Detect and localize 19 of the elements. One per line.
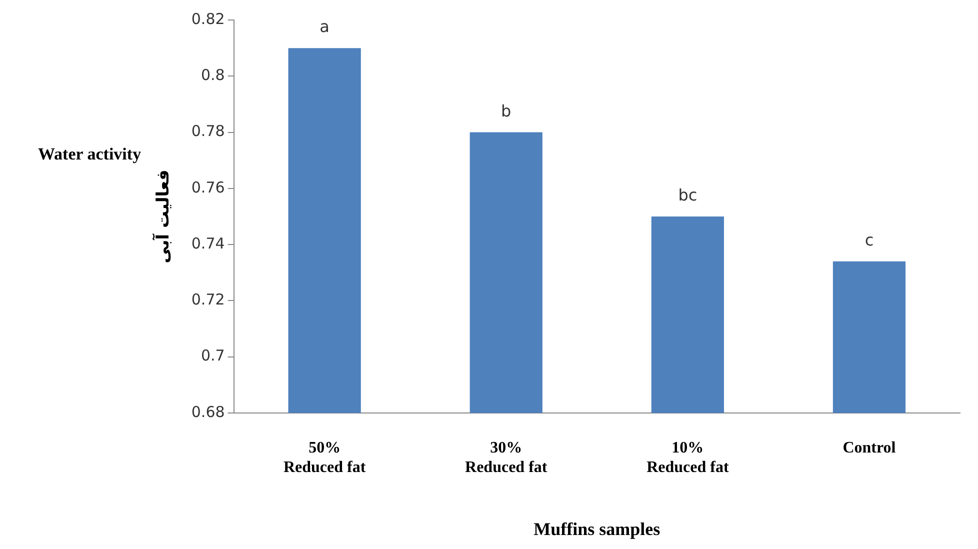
y-tick-label: 0.72 <box>191 290 225 309</box>
text: Water activity <box>38 144 142 164</box>
y-tick-label: 0.82 <box>191 10 225 28</box>
y-tick-label: 0.76 <box>191 178 225 196</box>
y-tick-label: 0.78 <box>191 122 225 140</box>
annotation: a <box>320 17 330 36</box>
annotation: c <box>864 230 874 250</box>
y-axis-title: فعالیت آبی <box>152 170 174 264</box>
annotation: bc <box>678 186 698 205</box>
x-tick-label: 50% Reduced fat <box>283 440 366 476</box>
y-tick-label: 0.74 <box>191 234 225 252</box>
x-tick-label: Control <box>842 440 896 457</box>
x-axis-title: Muffins samples <box>534 518 660 539</box>
x-tick-label: 10% Reduced fat <box>646 440 730 476</box>
y-tick-label: 0.8 <box>200 66 225 84</box>
x-tick-label: 30% Reduced fat <box>465 440 548 476</box>
y-tick-label: 0.68 <box>191 402 225 421</box>
y-tick-label: 0.7 <box>200 346 225 365</box>
annotation: b <box>501 101 512 120</box>
